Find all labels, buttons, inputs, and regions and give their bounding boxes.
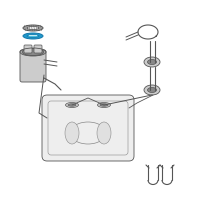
FancyBboxPatch shape (42, 95, 134, 161)
Ellipse shape (100, 104, 108, 106)
Ellipse shape (22, 48, 44, 55)
Ellipse shape (97, 122, 111, 144)
Ellipse shape (98, 102, 110, 108)
Ellipse shape (66, 102, 78, 108)
Ellipse shape (27, 26, 39, 29)
Ellipse shape (65, 122, 79, 144)
FancyBboxPatch shape (24, 45, 32, 53)
Ellipse shape (148, 60, 156, 64)
Ellipse shape (144, 57, 160, 67)
FancyBboxPatch shape (20, 50, 46, 82)
Ellipse shape (144, 85, 160, 95)
Ellipse shape (68, 104, 76, 106)
FancyBboxPatch shape (34, 45, 42, 53)
Ellipse shape (148, 88, 156, 92)
Ellipse shape (23, 33, 43, 39)
Ellipse shape (23, 25, 43, 31)
Ellipse shape (27, 34, 39, 38)
